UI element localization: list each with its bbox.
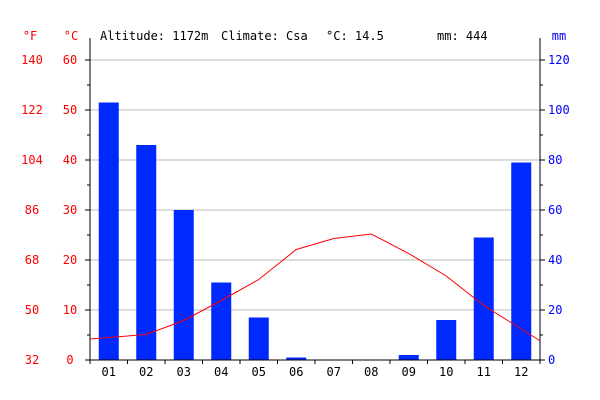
mm-tick-label: 60	[548, 203, 562, 217]
mm-tick-label: 80	[548, 153, 562, 167]
celsius-tick-label: 40	[63, 153, 77, 167]
fahrenheit-tick-label: 50	[25, 303, 39, 317]
mm-tick-label: 40	[548, 253, 562, 267]
celsius-tick-label: 50	[63, 103, 77, 117]
month-label: 10	[439, 365, 453, 379]
mm-unit-label: mm	[552, 29, 566, 43]
precipitation-bar	[211, 282, 232, 360]
mm-tick-label: 0	[548, 353, 555, 367]
mm-tick-label: 120	[548, 53, 570, 67]
precipitation-bar	[248, 317, 269, 360]
precipitation-bar	[136, 145, 157, 360]
mm-tick-label: 100	[548, 103, 570, 117]
celsius-tick-label: 60	[63, 53, 77, 67]
month-label: 12	[514, 365, 528, 379]
precipitation-bars	[98, 102, 532, 360]
temperature-polyline	[89, 233, 541, 342]
precipitation-bar	[511, 162, 532, 360]
fahrenheit-tick-label: 122	[21, 103, 43, 117]
celsius-unit-label: °C	[64, 29, 78, 43]
grid-lines	[90, 59, 540, 311]
month-label: 05	[252, 365, 266, 379]
celsius-tick-label: 10	[63, 303, 77, 317]
fahrenheit-tick-label: 140	[21, 53, 43, 67]
month-label: 02	[139, 365, 153, 379]
mean-temperature-label: °C: 14.5	[326, 29, 384, 43]
fahrenheit-unit-label: °F	[23, 29, 37, 43]
temperature-line	[89, 233, 541, 342]
celsius-tick-label: 20	[63, 253, 77, 267]
month-label: 01	[102, 365, 116, 379]
month-label: 09	[402, 365, 416, 379]
altitude-label: Altitude: 1172m	[100, 29, 208, 43]
precipitation-bar	[473, 237, 494, 360]
month-label: 03	[177, 365, 191, 379]
celsius-tick-label: 30	[63, 203, 77, 217]
celsius-tick-label: 0	[66, 353, 73, 367]
fahrenheit-tick-label: 68	[25, 253, 39, 267]
mm-tick-label: 20	[548, 303, 562, 317]
month-label: 07	[327, 365, 341, 379]
precipitation-bar	[98, 102, 119, 360]
fahrenheit-tick-label: 86	[25, 203, 39, 217]
fahrenheit-tick-label: 104	[21, 153, 43, 167]
annual-precipitation-label: mm: 444	[437, 29, 488, 43]
month-label: 11	[477, 365, 491, 379]
month-label: 04	[214, 365, 228, 379]
climate-label: Climate: Csa	[221, 29, 308, 43]
precipitation-bar	[436, 320, 457, 360]
precipitation-bar	[173, 210, 194, 360]
month-label: 06	[289, 365, 303, 379]
precipitation-bar	[398, 355, 419, 360]
month-label: 08	[364, 365, 378, 379]
precipitation-bar	[286, 357, 307, 360]
fahrenheit-tick-label: 32	[25, 353, 39, 367]
